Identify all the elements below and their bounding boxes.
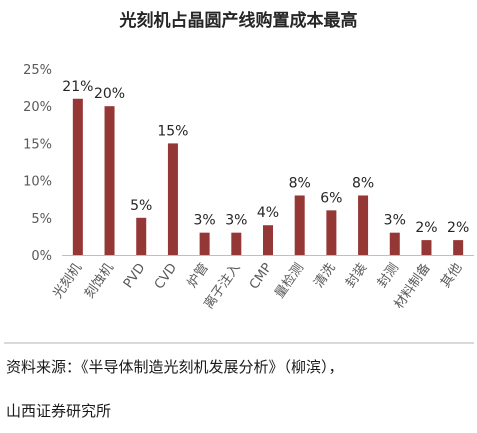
bar [421, 240, 432, 255]
category-label: 其他 [438, 261, 465, 291]
source-note: 资料来源：《半导体制造光刻机发展分析》（柳滨）， [6, 358, 344, 376]
category-label: 刻蚀机 [82, 261, 117, 302]
y-tick-label: 0% [31, 249, 52, 264]
category-label: PVD [121, 261, 149, 292]
category-label: 光刻机 [50, 261, 85, 302]
bar [104, 106, 115, 255]
bar [358, 195, 369, 255]
data-label: 20% [94, 86, 125, 102]
data-label: 5% [130, 198, 152, 214]
data-label: 6% [320, 190, 342, 206]
bar [136, 217, 147, 255]
data-label: 8% [352, 175, 374, 191]
y-tick-label: 20% [23, 100, 52, 115]
bar [294, 195, 305, 255]
data-label: 3% [194, 213, 216, 229]
bar-chart: 0%5%10%15%20%25% 21% 20%5%15%3% 3% 4%8%6%8%… [23, 63, 474, 312]
category-label: 清洗 [311, 261, 338, 291]
category-label: CVD [152, 261, 180, 293]
category-label: CMP [247, 261, 276, 293]
data-label: 21% [62, 79, 93, 95]
data-label: 3% [225, 213, 247, 229]
bars [72, 98, 464, 255]
y-tick-label: 25% [23, 63, 52, 78]
bar [72, 98, 83, 255]
category-label: 封测 [375, 261, 402, 291]
y-tick-label: 15% [23, 137, 52, 152]
bar [326, 210, 337, 255]
bar [167, 143, 178, 255]
bar [231, 232, 242, 255]
bar [263, 225, 273, 255]
category-label: 量检测 [272, 261, 307, 302]
category-label: 炉管 [185, 261, 212, 291]
data-label: 8% [289, 175, 311, 191]
data-label: 4% [257, 205, 279, 221]
bar [453, 240, 464, 255]
y-tick-label: 5% [31, 212, 52, 227]
bar [199, 232, 210, 255]
bar [389, 232, 400, 255]
data-labels: 21% 20% 5% 15% 3% 3% 4% 8% 6% 8% 3% 2% 2% [62, 79, 469, 236]
source-org: 山西证券研究所 [6, 402, 112, 420]
y-axis-ticks: 0% 5% 10% 15% 20% 25% [23, 63, 52, 264]
y-tick-label: 10% [23, 175, 52, 190]
data-label: 2% [447, 220, 469, 236]
data-label: 2% [415, 220, 437, 236]
chart-title: 光刻机占晶圆产线购置成本最高 [119, 11, 358, 31]
divider [4, 342, 474, 344]
data-label: 15% [157, 123, 188, 139]
category-label: 封装 [343, 261, 370, 291]
data-label: 3% [384, 213, 406, 229]
